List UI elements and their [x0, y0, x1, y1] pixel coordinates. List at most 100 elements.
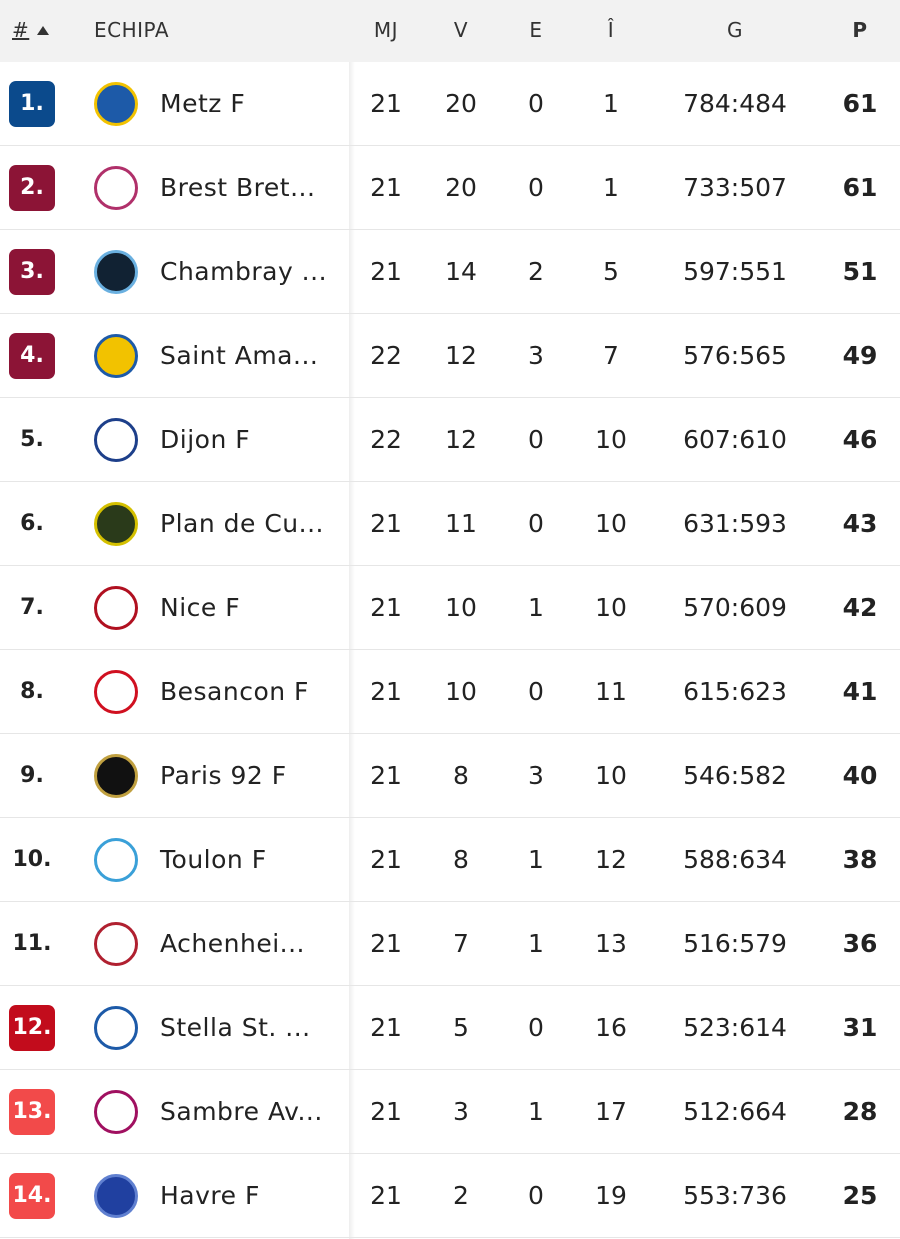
team-row[interactable]: 2. Brest Bret... 21 20 0 1 733:507 61	[0, 146, 900, 230]
header-lost[interactable]: Î	[607, 18, 615, 42]
points: 46	[842, 425, 878, 454]
played-count: 21	[370, 761, 402, 790]
points: 51	[842, 257, 878, 286]
team-row[interactable]: 13. Sambre Av... 21 3 1 17 512:664 28	[0, 1070, 900, 1154]
rank-badge: 7.	[20, 595, 44, 620]
lost-count: 12	[595, 845, 627, 874]
goals: 546:582	[683, 761, 787, 790]
team-row[interactable]: 1. Metz F 21 20 0 1 784:484 61	[0, 62, 900, 146]
won-count: 11	[445, 509, 477, 538]
team-name: Toulon F	[160, 845, 267, 874]
rank-badge: 4.	[9, 333, 55, 379]
points: 40	[842, 761, 878, 790]
rank-badge: 12.	[9, 1005, 55, 1051]
played-count: 21	[370, 677, 402, 706]
points: 61	[842, 173, 878, 202]
rank-badge: 1.	[9, 81, 55, 127]
team-row[interactable]: 9. Paris 92 F 21 8 3 10 546:582 40	[0, 734, 900, 818]
rank-badge: 6.	[20, 511, 44, 536]
draw-count: 2	[528, 257, 544, 286]
played-count: 21	[370, 845, 402, 874]
draw-count: 3	[528, 761, 544, 790]
points: 61	[842, 89, 878, 118]
won-count: 2	[453, 1181, 469, 1210]
team-name: Saint Ama...	[160, 341, 319, 370]
team-row[interactable]: 10. Toulon F 21 8 1 12 588:634 38	[0, 818, 900, 902]
goals: 570:609	[683, 593, 787, 622]
points: 38	[842, 845, 878, 874]
team-name: Besancon F	[160, 677, 309, 706]
team-row[interactable]: 4. Saint Ama... 22 12 3 7 576:565 49	[0, 314, 900, 398]
team-logo	[94, 838, 138, 882]
draw-count: 0	[528, 677, 544, 706]
rank-badge: 13.	[9, 1089, 55, 1135]
team-row[interactable]: 8. Besancon F 21 10 0 11 615:623 41	[0, 650, 900, 734]
lost-count: 19	[595, 1181, 627, 1210]
won-count: 3	[453, 1097, 469, 1126]
team-row[interactable]: 3. Chambray ... 21 14 2 5 597:551 51	[0, 230, 900, 314]
header-team[interactable]: ECHIPA	[94, 18, 170, 42]
points: 31	[842, 1013, 878, 1042]
lost-count: 16	[595, 1013, 627, 1042]
goals: 631:593	[683, 509, 787, 538]
won-count: 20	[445, 89, 477, 118]
goals: 588:634	[683, 845, 787, 874]
sort-rank[interactable]: #	[12, 0, 50, 62]
draw-count: 1	[528, 593, 544, 622]
draw-count: 0	[528, 1181, 544, 1210]
team-logo	[94, 82, 138, 126]
column-shadow	[349, 62, 355, 1239]
won-count: 20	[445, 173, 477, 202]
team-logo	[94, 418, 138, 462]
lost-count: 7	[603, 341, 619, 370]
team-row[interactable]: 12. Stella St. ... 21 5 0 16 523:614 31	[0, 986, 900, 1070]
header-goals[interactable]: G	[727, 18, 743, 42]
draw-count: 3	[528, 341, 544, 370]
won-count: 10	[445, 593, 477, 622]
goals: 512:664	[683, 1097, 787, 1126]
goals: 607:610	[683, 425, 787, 454]
team-logo	[94, 922, 138, 966]
draw-count: 0	[528, 173, 544, 202]
lost-count: 10	[595, 593, 627, 622]
header-rank: #	[12, 18, 30, 42]
team-name: Brest Bret...	[160, 173, 316, 202]
played-count: 21	[370, 1181, 402, 1210]
header-points[interactable]: P	[852, 18, 868, 42]
team-logo	[94, 670, 138, 714]
team-logo	[94, 1006, 138, 1050]
team-name: Plan de Cu...	[160, 509, 324, 538]
team-name: Achenhei...	[160, 929, 305, 958]
goals: 553:736	[683, 1181, 787, 1210]
played-count: 21	[370, 1013, 402, 1042]
team-logo	[94, 250, 138, 294]
team-logo	[94, 502, 138, 546]
lost-count: 10	[595, 761, 627, 790]
played-count: 21	[370, 173, 402, 202]
played-count: 22	[370, 341, 402, 370]
team-row[interactable]: 14. Havre F 21 2 0 19 553:736 25	[0, 1154, 900, 1238]
goals: 597:551	[683, 257, 787, 286]
team-row[interactable]: 7. Nice F 21 10 1 10 570:609 42	[0, 566, 900, 650]
table-header: # ECHIPA MJ V E Î G P	[0, 0, 900, 62]
draw-count: 1	[528, 929, 544, 958]
team-name: Chambray ...	[160, 257, 328, 286]
header-draw[interactable]: E	[529, 18, 543, 42]
team-row[interactable]: 11. Achenhei... 21 7 1 13 516:579 36	[0, 902, 900, 986]
header-won[interactable]: V	[453, 18, 469, 42]
goals: 733:507	[683, 173, 787, 202]
points: 49	[842, 341, 878, 370]
team-name: Stella St. ...	[160, 1013, 311, 1042]
team-row[interactable]: 6. Plan de Cu... 21 11 0 10 631:593 43	[0, 482, 900, 566]
points: 41	[842, 677, 878, 706]
played-count: 21	[370, 89, 402, 118]
goals: 516:579	[683, 929, 787, 958]
draw-count: 0	[528, 1013, 544, 1042]
team-row[interactable]: 5. Dijon F 22 12 0 10 607:610 46	[0, 398, 900, 482]
won-count: 8	[453, 845, 469, 874]
played-count: 21	[370, 929, 402, 958]
header-played[interactable]: MJ	[373, 18, 399, 42]
points: 28	[842, 1097, 878, 1126]
rank-badge: 10.	[12, 847, 52, 872]
